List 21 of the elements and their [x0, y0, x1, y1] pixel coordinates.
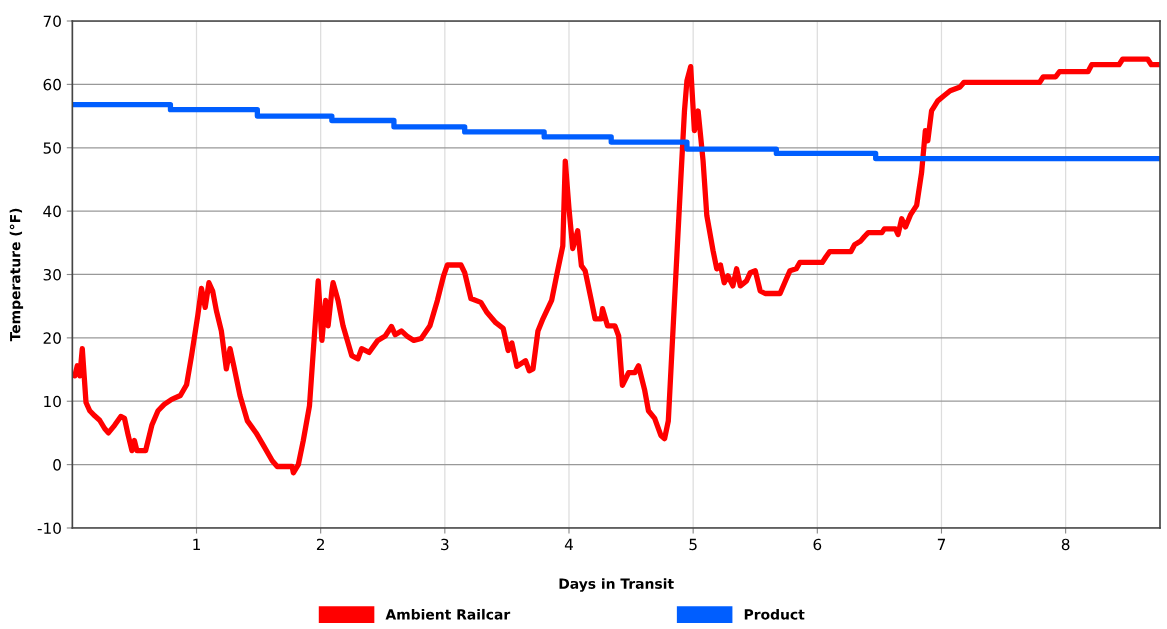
x-tick-label: 3 — [441, 538, 449, 551]
y-tick-label: 40 — [43, 205, 61, 218]
y-tick-label: 0 — [53, 459, 61, 471]
legend-label: Product — [744, 608, 805, 620]
x-tick-label: 1 — [193, 538, 200, 551]
y-axis-title: Temperature (°F) — [9, 208, 24, 342]
legend-label: Ambient Railcar — [385, 608, 511, 620]
y-tick-label: 70 — [43, 15, 61, 28]
y-tick-label: -10 — [37, 522, 61, 534]
y-tick-label: 50 — [43, 142, 61, 154]
x-tick-label: 5 — [689, 538, 697, 551]
y-tick-label: 60 — [43, 78, 61, 91]
x-tick-label: 6 — [813, 538, 822, 551]
y-tick-label: 10 — [44, 395, 61, 408]
y-tick-label: 30 — [43, 268, 61, 281]
x-axis-title: Days in Transit — [559, 578, 674, 592]
x-tick-label: 4 — [564, 538, 573, 551]
x-tick-label: 2 — [316, 538, 324, 551]
y-tick-label: 20 — [43, 332, 61, 344]
x-tick-label: 7 — [937, 538, 946, 551]
x-tick-label: 8 — [1061, 538, 1070, 551]
